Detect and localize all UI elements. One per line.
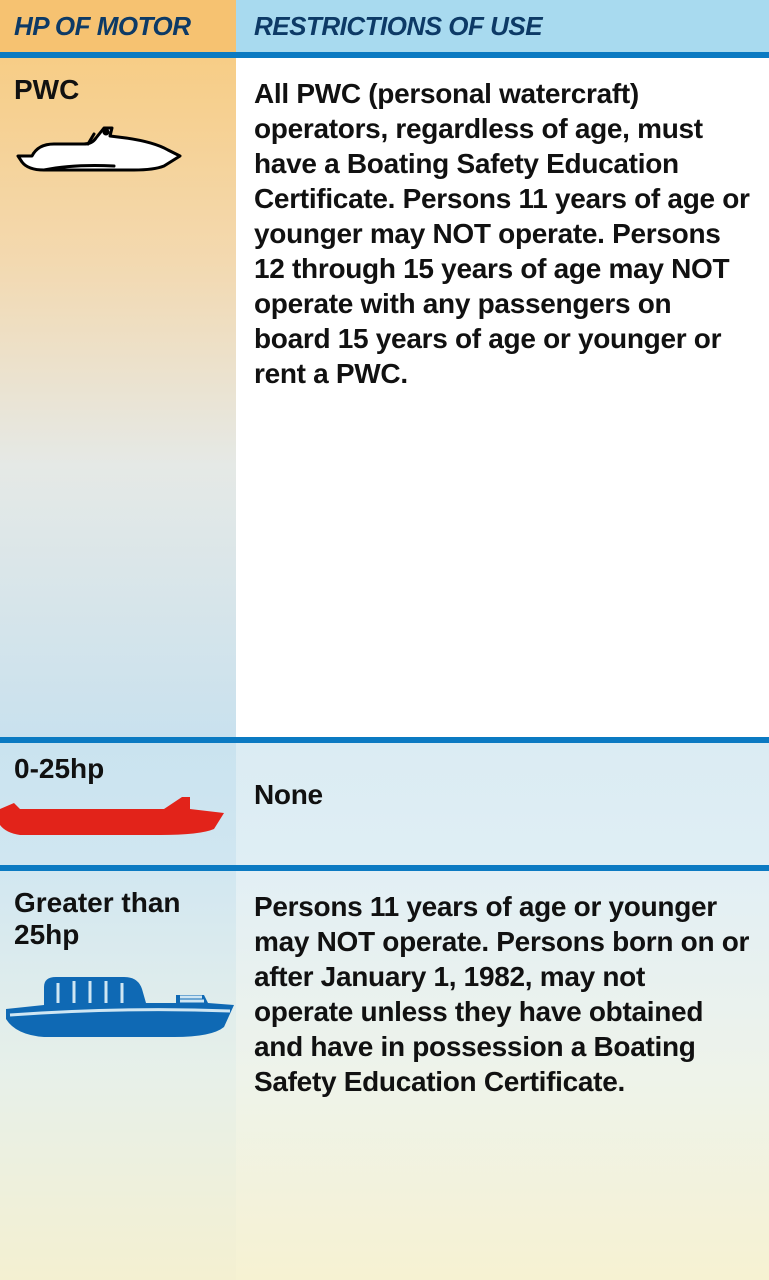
- label-greater-25hp: Greater than 25hp: [14, 887, 226, 951]
- cell-restriction-gt25: Persons 11 years of age or younger may N…: [236, 871, 769, 1280]
- label-0-25hp: 0-25hp: [14, 753, 226, 785]
- cell-hp-pwc: PWC: [0, 58, 236, 737]
- cell-hp-gt25: Greater than 25hp: [0, 871, 236, 1280]
- cell-restriction-pwc: All PWC (personal watercraft) operators,…: [236, 58, 769, 737]
- small-boat-icon: [0, 789, 226, 839]
- large-boat-icon: [4, 965, 226, 1045]
- table-row: 0-25hp None: [0, 743, 769, 871]
- restrictions-table: HP OF MOTOR RESTRICTIONS OF USE PWC All …: [0, 0, 769, 1280]
- table-row: PWC All PWC (personal watercraft) operat…: [0, 58, 769, 743]
- pwc-icon: [14, 114, 226, 174]
- cell-hp-0-25: 0-25hp: [0, 743, 236, 865]
- table-row: Greater than 25hp: [0, 871, 769, 1280]
- label-pwc: PWC: [14, 74, 226, 106]
- cell-restriction-0-25: None: [236, 743, 769, 865]
- header-hp-of-motor: HP OF MOTOR: [0, 0, 236, 52]
- header-restrictions: RESTRICTIONS OF USE: [236, 0, 769, 52]
- table-header: HP OF MOTOR RESTRICTIONS OF USE: [0, 0, 769, 58]
